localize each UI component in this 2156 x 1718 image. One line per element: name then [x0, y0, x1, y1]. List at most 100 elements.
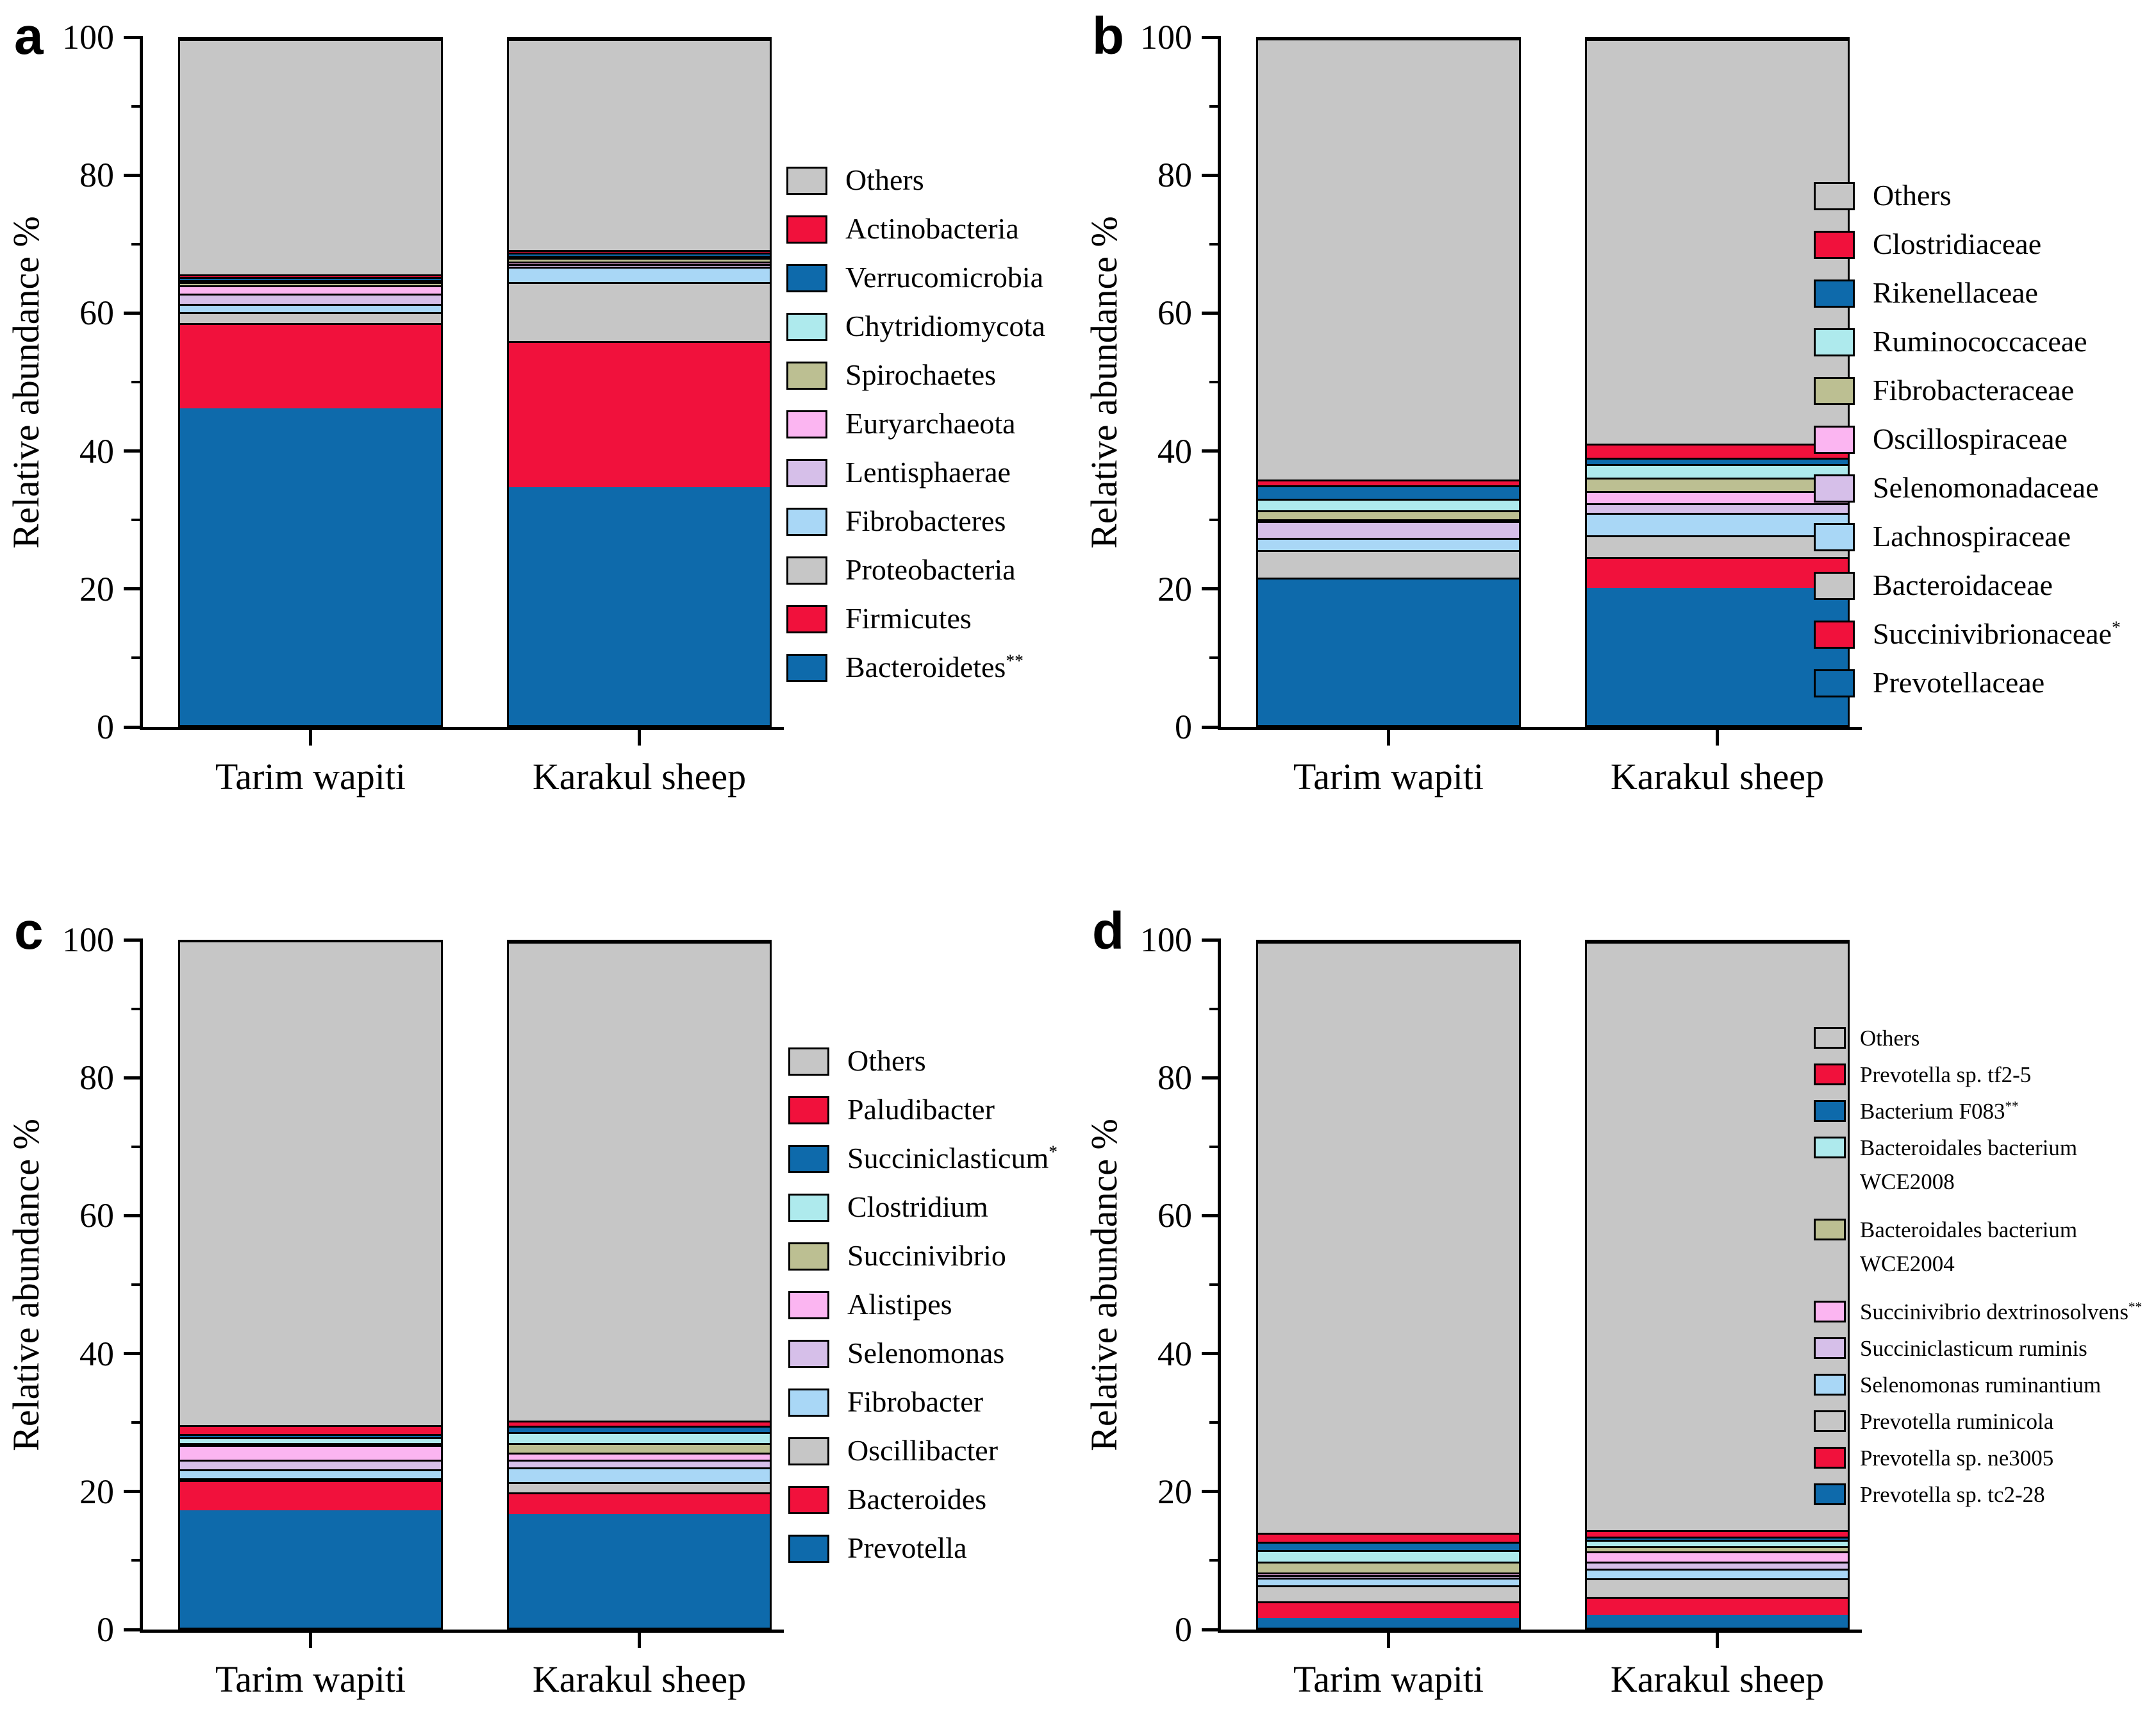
y-major-tick-40 [1202, 1352, 1221, 1356]
legend-swatch-icon [788, 1242, 829, 1271]
segment-oscillospiraceae [1258, 519, 1519, 522]
y-axis-title: Relative abundance % [1082, 1118, 1125, 1451]
legend-swatch-icon [788, 1096, 829, 1124]
y-tick-label-40: 40 [79, 431, 114, 471]
legend-swatch-icon [786, 215, 827, 244]
x-category-label-karakul-sheep: Karakul sheep [1610, 1658, 1825, 1700]
y-major-tick-100 [1202, 35, 1221, 39]
y-minor-tick-50 [1209, 381, 1221, 383]
segment-clostridium [180, 1437, 441, 1443]
y-major-tick-60 [1202, 311, 1221, 315]
segment-prevotellaceae [1587, 588, 1848, 725]
x-tick-karakul-sheep [637, 1633, 641, 1648]
segment-verrucomicrobia [180, 277, 441, 280]
legend-label: Prevotella ruminicola [1860, 1409, 2054, 1434]
segment-actinobacteria [180, 274, 441, 278]
legend-swatch-icon [1814, 426, 1855, 454]
legend-item-spirochaetes: Spirochaetes [786, 360, 1045, 390]
y-tick-label-60: 60 [1157, 1196, 1192, 1235]
x-category-label-tarim-wapiti: Tarim wapiti [1293, 1658, 1484, 1700]
legend-label: Others [1860, 1026, 1920, 1051]
legend-swatch-icon [1814, 231, 1855, 259]
legend-label: Bacteroidales bacterium WCE2004 [1860, 1217, 2078, 1276]
segment-chytridiomycota [180, 279, 441, 282]
y-tick-label-40: 40 [1157, 431, 1192, 471]
panel-b-plot-area: Relative abundance % 0 20 40 60 80 100 Tarim w… [1083, 20, 1862, 797]
segment-prevotella [509, 1514, 770, 1628]
legend-swatch-icon [788, 1340, 829, 1368]
legend-label: Verrucomicrobia [845, 261, 1044, 294]
legend-label: Others [847, 1044, 926, 1077]
legend-label: Fibrobacteres [845, 505, 1006, 537]
legend-swatch-icon [1814, 1483, 1846, 1505]
legend-item-prevotella: Prevotella [788, 1533, 1057, 1563]
legend-swatch-icon [786, 556, 827, 585]
legend-item-succinivibrionaceae: Succinivibrionaceae* [1814, 617, 2121, 649]
segment-fibrobacteres [180, 304, 441, 312]
significance-marker: * [2111, 617, 2121, 637]
legend-item-prevotella-sp-tc2-28: Prevotella sp. tc2-28 [1814, 1483, 2142, 1506]
legend-label: Bacteroidales bacterium WCE2008 [1860, 1135, 2078, 1194]
legend-item-alistipes: Alistipes [788, 1290, 1057, 1319]
y-minor-tick-70 [131, 1145, 143, 1148]
legend-swatch-icon [786, 459, 827, 487]
legend-swatch-icon [786, 167, 827, 195]
y-minor-tick-10 [1209, 656, 1221, 660]
y-minor-tick-70 [1209, 242, 1221, 246]
bar-tarim-wapiti [1256, 37, 1521, 727]
legend-label: Fibrobacteraceae [1873, 374, 2075, 406]
legend-item-lachnospiraceae: Lachnospiraceae [1814, 522, 2121, 551]
segment-succinivibrionaceae [1587, 556, 1848, 588]
legend-label: Others [1873, 179, 1952, 212]
segment-succinivibrionaceae [1258, 577, 1519, 580]
legend-item-selenomonadaceae: Selenomonadaceae [1814, 473, 2121, 503]
y-minor-tick-90 [131, 1007, 143, 1010]
segment-prevotella-sp-tf2-5 [1587, 1530, 1848, 1537]
legend-swatch-icon [1814, 182, 1855, 210]
y-tick-label-40: 40 [79, 1334, 114, 1373]
legend-label: Others [845, 163, 924, 196]
panel-d: d Relative abundance % 0 20 40 60 80 100 Tarim… [1078, 859, 2156, 1718]
segment-bacteroidales-bacterium-wce2004 [1258, 1562, 1519, 1573]
y-tick-label-0: 0 [1175, 708, 1192, 746]
y-major-tick-0 [1202, 725, 1221, 729]
bar-tarim-wapiti [178, 940, 443, 1630]
panel-d-letter: d [1092, 902, 1125, 960]
segment-prevotella-ruminicola [1587, 1578, 1848, 1597]
segment-selenomonas-ruminantium [1258, 1577, 1519, 1585]
segment-lachnospiraceae [1258, 537, 1519, 551]
y-minor-tick-10 [1209, 1559, 1221, 1562]
significance-marker: ** [2128, 1299, 2142, 1315]
segment-bacteroides [509, 1492, 770, 1515]
legend-label: Fibrobacter [847, 1385, 984, 1418]
segment-prevotella-sp-tf2-5 [1258, 1533, 1519, 1542]
legend-swatch-icon [1814, 1063, 1846, 1085]
legend-label: Prevotellaceae [1873, 666, 2045, 699]
legend-item-fibrobacter: Fibrobacter [788, 1387, 1057, 1417]
legend-swatch-icon [1814, 1027, 1846, 1049]
segment-ruminococcaceae [1258, 499, 1519, 511]
segment-fibrobacter [180, 1469, 441, 1478]
legend-item-prevotella-sp-tf2-5: Prevotella sp. tf2-5 [1814, 1063, 2142, 1086]
segment-rikenellaceae [1258, 485, 1519, 499]
legend-label: Chytridiomycota [845, 310, 1045, 342]
legend-item-bacterium-f083: Bacterium F083** [1814, 1098, 2142, 1124]
segment-proteobacteria [180, 312, 441, 323]
segment-alistipes [509, 1453, 770, 1460]
legend-label: Bacterium F083** [1860, 1098, 2019, 1124]
legend-swatch-icon [786, 605, 827, 633]
legend-swatch-icon [1814, 1100, 1846, 1122]
y-minor-tick-70 [1209, 1145, 1221, 1148]
legend-swatch-icon [788, 1194, 829, 1222]
legend-swatch-icon [788, 1389, 829, 1417]
y-tick-label-80: 80 [79, 156, 114, 195]
legend-swatch-icon [1814, 328, 1855, 356]
y-major-tick-20 [124, 1490, 143, 1494]
y-major-tick-80 [1202, 1076, 1221, 1080]
legend-label: Bacteroidetes** [845, 650, 1024, 683]
legend-item-succinivibrio-dextrinosolvens: Succinivibrio dextrinosolvens** [1814, 1299, 2142, 1323]
legend-swatch-icon [1814, 279, 1855, 308]
bar-karakul-sheep [1585, 37, 1850, 727]
y-tick-label-20: 20 [1157, 569, 1192, 608]
y-major-tick-20 [124, 587, 143, 591]
